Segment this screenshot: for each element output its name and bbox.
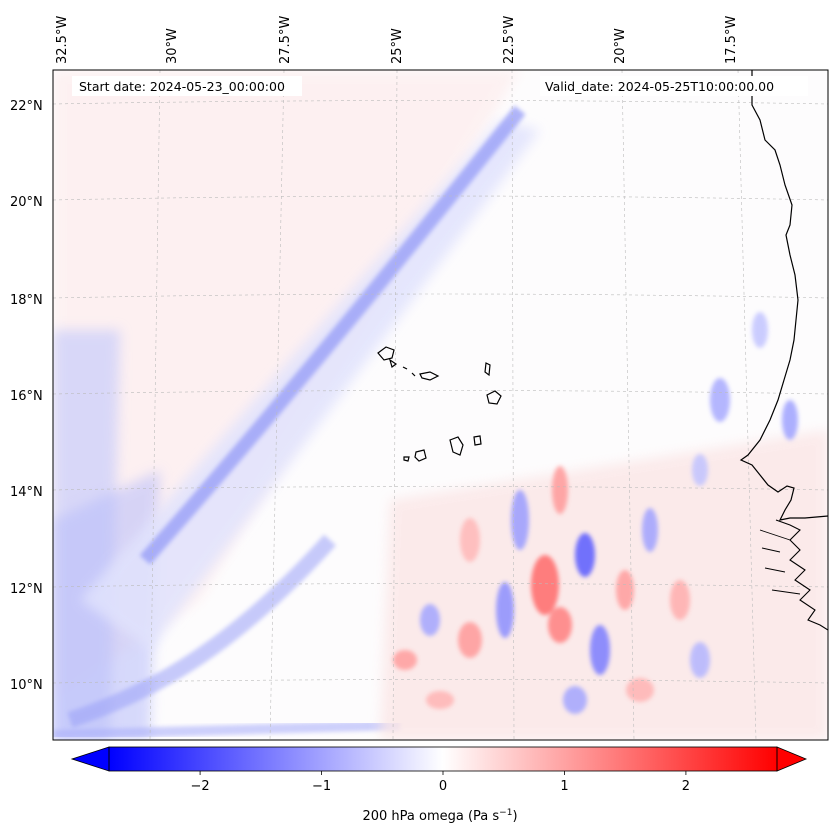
colorbar-tick-label: −2 (191, 779, 210, 794)
colorbar-extend-min (70, 746, 110, 772)
lat-label: 18°N (10, 293, 43, 308)
latitude-labels: 22°N 20°N 18°N 16°N 14°N 12°N 10°N (10, 99, 43, 693)
graticule (53, 70, 828, 740)
lat-label: 12°N (10, 582, 43, 597)
lat-label: 20°N (10, 195, 43, 210)
cape-verde-islands (377, 346, 502, 462)
colorbar-ticks: −2 −1 0 1 2 (191, 771, 690, 794)
colorbar-tick-label: 2 (682, 779, 690, 794)
lon-label: 20°W (613, 28, 628, 64)
colorbar-tick-label: 0 (439, 779, 447, 794)
start-date-box (72, 76, 302, 96)
colorbar: −2 −1 0 1 2 200 hPa omega (Pa s−1) (70, 746, 808, 824)
colorbar-tick-label: 1 (560, 779, 568, 794)
colorbar-gradient (109, 747, 777, 771)
africa-coastline (739, 70, 828, 521)
lon-label: 22.5°W (502, 16, 517, 64)
colorbar-extend-max (776, 746, 808, 772)
lat-label: 16°N (10, 389, 43, 404)
colorbar-tick-label: −1 (312, 779, 331, 794)
lat-label: 14°N (10, 485, 43, 500)
start-date-label: Start date: 2024-05-23_00:00:00 (79, 79, 285, 94)
omega-field (53, 70, 828, 740)
lon-label: 17.5°W (724, 16, 739, 64)
lon-label: 32.5°W (55, 16, 70, 64)
valid-date-box (540, 76, 808, 96)
lon-label: 27.5°W (278, 16, 293, 64)
longitude-labels: 32.5°W 30°W 27.5°W 25°W 22.5°W 20°W 17.5… (55, 16, 739, 64)
map-panel: Start date: 2024-05-23_00:00:00 Valid_da… (52, 69, 829, 741)
colorbar-label: 200 hPa omega (Pa s−1) (362, 808, 517, 824)
lat-label: 10°N (10, 678, 43, 693)
lon-label: 25°W (390, 28, 405, 64)
lon-label: 30°W (165, 28, 180, 64)
lat-label: 22°N (10, 99, 43, 114)
valid-date-label: Valid_date: 2024-05-25T10:00:00.00 (545, 79, 774, 94)
